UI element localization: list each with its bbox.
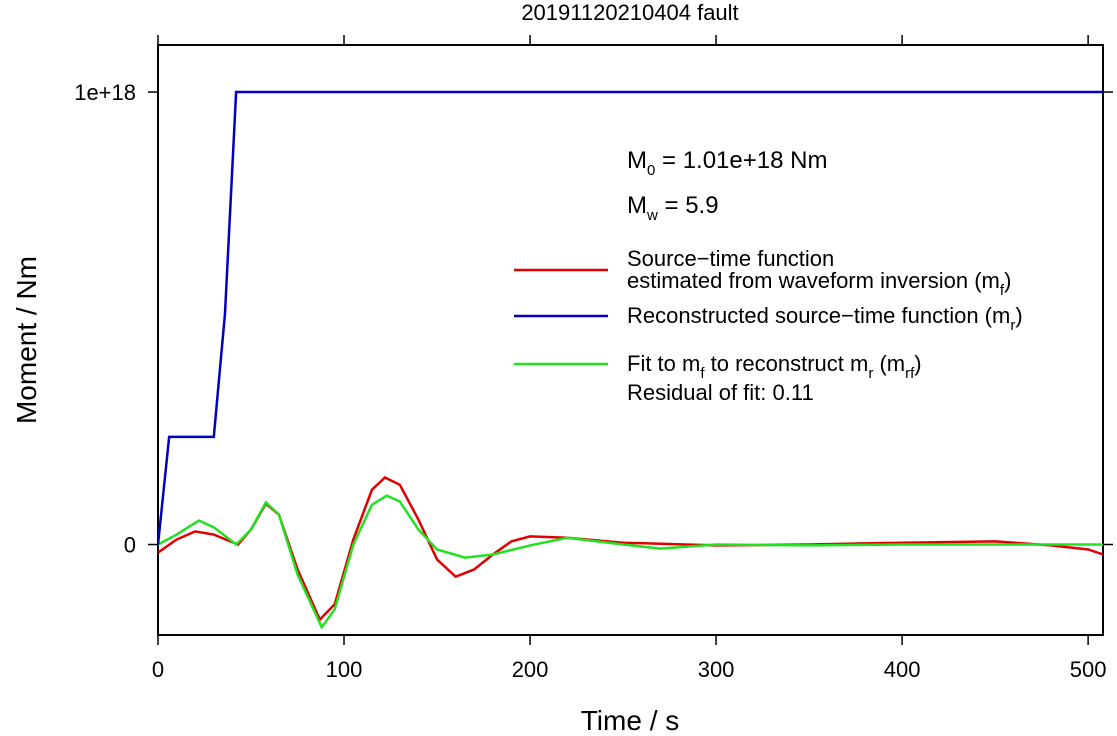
line-series (158, 90, 1103, 545)
subscript: r (868, 365, 873, 382)
subscript: r (1010, 317, 1015, 334)
text-part: Source−time function (627, 246, 834, 271)
text-part: ) (1015, 303, 1022, 328)
x-tick-label: 200 (512, 657, 549, 682)
text-part: = 1.01e+18 Nm (655, 147, 827, 174)
text-part: to reconstruct m (705, 351, 869, 376)
subscript: rf (905, 365, 915, 382)
text-part: = 5.9 (658, 192, 719, 219)
x-tick-label: 100 (326, 657, 363, 682)
x-axis-label: Time / s (581, 705, 680, 736)
y-tick-label: 0 (124, 533, 136, 558)
x-tick-label: 400 (884, 657, 921, 682)
legend-label: estimated from waveform inversion (mf) (627, 268, 1011, 299)
text-part: Reconstructed source−time function (m (627, 303, 1010, 328)
legend-label: Source−time function (627, 246, 834, 271)
subscript: 0 (647, 162, 655, 179)
text-part: (m (873, 351, 905, 376)
line-series (158, 494, 1103, 630)
text-part: M (627, 147, 647, 174)
subscript: w (646, 207, 658, 224)
y-tick-label: 1e+18 (74, 80, 136, 105)
text-part: Fit to m (627, 351, 700, 376)
legend-label: Reconstructed source−time function (mr) (627, 303, 1023, 334)
x-tick-label: 500 (1070, 657, 1107, 682)
x-tick-label: 300 (698, 657, 735, 682)
subscript: f (1000, 282, 1005, 299)
annotation: Mw = 5.9 (627, 192, 719, 224)
text-part: estimated from waveform inversion (m (627, 268, 1000, 293)
text-part: M (627, 192, 647, 219)
legend-label: Fit to mf to reconstruct mr (mrf) (627, 351, 922, 382)
text-part: Residual of fit: 0.11 (627, 380, 814, 405)
text-part: ) (1004, 268, 1011, 293)
annotation: M0 = 1.01e+18 Nm (627, 147, 827, 179)
line-series (158, 476, 1103, 622)
plot-frame (157, 44, 1104, 636)
annotation: Residual of fit: 0.11 (627, 380, 814, 405)
x-tick-label: 0 (152, 657, 164, 682)
chart-title: 20191120210404 fault (521, 0, 738, 25)
text-part: ) (914, 351, 921, 376)
y-axis-label: Moment / Nm (11, 256, 42, 424)
subscript: f (700, 365, 705, 382)
